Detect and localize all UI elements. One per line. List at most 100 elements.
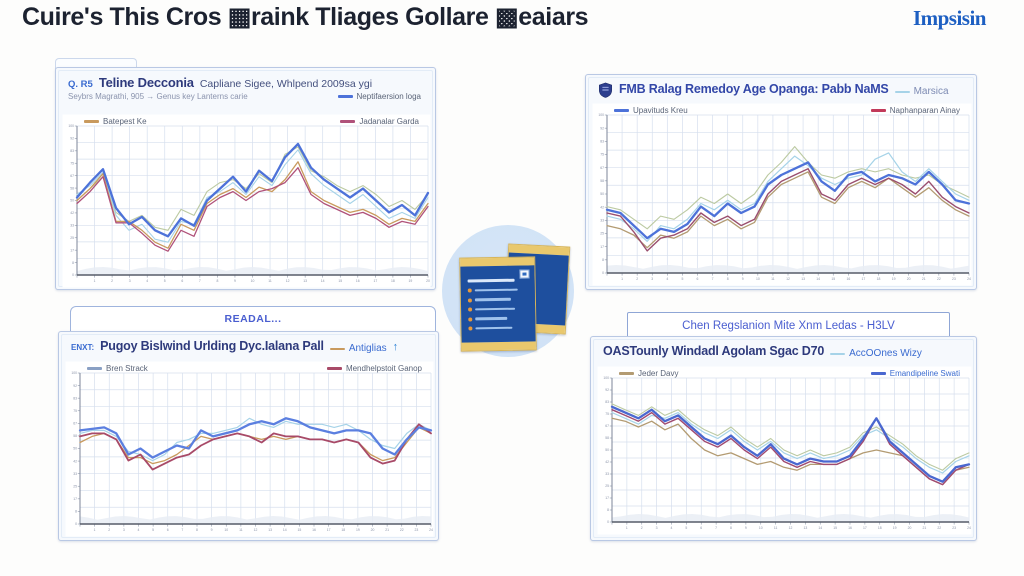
panel-note: Seybrs Magrathi, 905 → Genus key Lantern… [68, 92, 248, 101]
svg-text:67: 67 [73, 422, 77, 426]
documents-badge [442, 225, 574, 357]
banner-label: Chen Regslanion Mite Xnm Ledas - H3LV [682, 319, 895, 332]
legend-row: Upavituds Kreu Naphanparan Ainay [614, 106, 960, 115]
svg-text:92: 92 [70, 137, 74, 141]
svg-text:83: 83 [600, 140, 604, 144]
svg-text:25: 25 [600, 232, 604, 236]
svg-text:50: 50 [73, 447, 77, 451]
chart-panel-top-right: FMB Ralag Remedoy Age Opanga: Pabb NaMS … [585, 74, 977, 290]
svg-text:1: 1 [94, 279, 96, 283]
svg-text:14: 14 [818, 526, 822, 530]
legend-dash-red-icon [870, 109, 886, 112]
panel-title: Teline Decconia [98, 75, 194, 90]
svg-text:3: 3 [123, 528, 125, 532]
svg-text:19: 19 [356, 528, 360, 532]
legend-label: Jadanalar Garda [359, 117, 419, 126]
svg-text:12: 12 [789, 526, 793, 530]
legend-dash-tan-icon [619, 372, 634, 375]
list-line [475, 326, 513, 330]
svg-text:15: 15 [833, 526, 837, 530]
svg-text:14: 14 [283, 528, 287, 532]
legend-dash-orange-icon [84, 120, 99, 123]
svg-text:33: 33 [73, 472, 77, 476]
legend-label: Jeder Davy [638, 369, 679, 378]
panel-title-prefix: Q. R5 [68, 79, 93, 90]
svg-text:4: 4 [671, 526, 673, 530]
svg-text:18: 18 [878, 526, 882, 530]
svg-text:58: 58 [605, 436, 609, 440]
card-list-item [468, 306, 528, 312]
legend-label: Batepest Ke [103, 117, 147, 126]
panel-title-prefix: ENXT: [71, 343, 95, 352]
svg-text:11: 11 [771, 277, 775, 281]
svg-text:25: 25 [70, 236, 74, 240]
svg-text:14: 14 [816, 277, 820, 281]
svg-text:16: 16 [846, 277, 850, 281]
legend-dash-magenta-icon [340, 120, 356, 123]
legend-item: Upavituds Kreu [614, 106, 688, 115]
svg-text:25: 25 [605, 484, 609, 488]
svg-text:42: 42 [600, 205, 604, 209]
svg-text:20: 20 [426, 279, 430, 283]
panel-subtitle: Capliane Sigee, Whlpend 2009sa ygi [199, 78, 373, 90]
svg-text:33: 33 [605, 472, 609, 476]
svg-text:3: 3 [656, 526, 658, 530]
legend-label: Mendhelpstoit Ganop [345, 364, 422, 373]
svg-text:75: 75 [605, 412, 609, 416]
svg-text:25: 25 [73, 484, 77, 488]
svg-text:4: 4 [146, 279, 148, 283]
svg-text:42: 42 [605, 460, 609, 464]
svg-text:0: 0 [602, 271, 604, 275]
svg-text:17: 17 [373, 279, 377, 283]
svg-text:17: 17 [70, 248, 74, 252]
chart-panel-top-left: Q. R5 Teline Decconia Capliane Sigee, Wh… [55, 67, 436, 290]
legend-label: Antiglias [348, 343, 387, 355]
legend-item: Batepest Ke [84, 117, 147, 126]
panel-header: OASTounly Windadl Agolam Sgac D70 AccOOn… [591, 337, 976, 359]
svg-text:21: 21 [922, 277, 926, 281]
plot-area: Jeder Davy Emandipeline Swati 100 92 83 75 6… [597, 366, 972, 537]
svg-text:12: 12 [286, 279, 290, 283]
svg-text:1: 1 [626, 526, 628, 530]
legend-row: Batepest Ke Jadanalar Garda [84, 117, 419, 126]
svg-text:5: 5 [164, 279, 166, 283]
svg-text:42: 42 [70, 211, 74, 215]
legend-item: Emandipeline Swati [870, 369, 960, 378]
svg-text:24: 24 [429, 528, 433, 532]
banner-label: READAL... [224, 313, 282, 325]
svg-text:9: 9 [742, 277, 744, 281]
card-list-item [467, 287, 528, 293]
svg-text:6: 6 [167, 528, 169, 532]
legend-label: Neptifaersion loga [356, 92, 421, 101]
legend-row: Bren Strack Mendhelpstoit Ganop [87, 364, 422, 373]
svg-text:22: 22 [937, 526, 941, 530]
legend-item: Naphanparan Ainay [870, 106, 960, 115]
svg-text:6: 6 [181, 279, 183, 283]
svg-text:11: 11 [774, 526, 778, 530]
bullet-icon [467, 288, 472, 293]
svg-text:0: 0 [607, 520, 609, 524]
svg-text:4: 4 [138, 528, 140, 532]
svg-text:8: 8 [75, 510, 77, 514]
svg-text:100: 100 [71, 371, 77, 375]
card-gold-strip [461, 341, 536, 351]
svg-text:8: 8 [72, 261, 74, 265]
svg-text:5: 5 [681, 277, 683, 281]
svg-text:100: 100 [598, 113, 604, 117]
legend-label: Marsica [913, 86, 949, 98]
svg-text:58: 58 [600, 179, 604, 183]
svg-text:23: 23 [952, 277, 956, 281]
card-list-item [467, 297, 528, 303]
legend-item: Jeder Davy [619, 369, 678, 378]
svg-text:19: 19 [409, 279, 413, 283]
banner-tab: READAL... [70, 306, 436, 332]
legend-item: AccOOnes Wizy [830, 348, 922, 359]
svg-text:18: 18 [877, 277, 881, 281]
legend-dash-magenta-icon [326, 367, 342, 370]
svg-text:9: 9 [211, 528, 213, 532]
svg-text:13: 13 [803, 526, 807, 530]
svg-text:24: 24 [967, 526, 971, 530]
svg-text:67: 67 [600, 166, 604, 170]
